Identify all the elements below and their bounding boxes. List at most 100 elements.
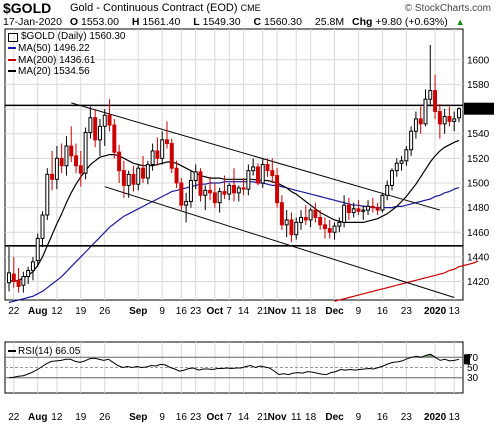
candle-body: [193, 171, 198, 182]
rsi-legend: RSI(14) 66.05: [8, 346, 80, 357]
rsi-x-tick-label: 21: [257, 412, 269, 423]
rsi-x-tick-label: 19: [75, 412, 87, 423]
candle-body: [318, 216, 323, 226]
candle-body: [351, 208, 356, 214]
price-y-tick-label: 1460: [467, 228, 490, 239]
candle-body: [346, 204, 351, 214]
rsi-x-tick-label: Sep: [129, 412, 147, 423]
high-value: 1561.40: [142, 16, 181, 28]
candle-body: [40, 214, 45, 239]
close-label: C: [253, 16, 262, 28]
exchange-name: CME: [240, 3, 261, 13]
candle-body: [389, 170, 394, 186]
candle-body: [437, 111, 442, 125]
rsi-x-tick-label: 7: [226, 412, 232, 423]
candle-body: [447, 115, 452, 122]
candle-body: [313, 209, 318, 218]
price-x-tick-label: 14: [238, 306, 250, 317]
candle-body: [141, 167, 146, 179]
candle-body: [184, 200, 189, 206]
site-credit: © StockCharts.com: [404, 3, 491, 14]
candle-body: [399, 160, 404, 164]
legend-ma20-text: MA(20) 1534.56: [18, 66, 90, 77]
price-x-tick-label: 16: [176, 306, 188, 317]
legend-ma200: MA(200) 1436.61: [8, 55, 95, 66]
chg-label: Chg: [352, 16, 373, 28]
price-x-tick-label: 7: [226, 306, 232, 317]
price-x-tick-label: Sep: [129, 306, 147, 317]
candle-body: [241, 187, 246, 190]
candle-body: [457, 108, 461, 119]
candle-body: [299, 216, 304, 223]
candle-body: [174, 167, 179, 184]
candle-body: [164, 139, 169, 145]
candle-body: [327, 228, 332, 233]
rsi-x-tick-label: Nov: [268, 412, 287, 423]
rsi-x-tick-label: 23: [401, 412, 413, 423]
open-value: 1553.00: [80, 16, 119, 28]
high-label: H: [131, 16, 140, 28]
candle-body: [169, 143, 174, 169]
rsi-x-tick-label: 9: [356, 412, 362, 423]
candle-body: [11, 273, 16, 283]
rsi-x-tick-label: 18: [305, 412, 317, 423]
volume-value: 25.8M: [314, 16, 345, 28]
candle-body: [428, 90, 433, 100]
price-y-tick-label: 1580: [467, 80, 490, 91]
candle-body: [332, 225, 337, 233]
candle-body: [246, 170, 251, 190]
legend-ma50-text: MA(50) 1496.22: [18, 43, 90, 54]
price-x-tick-label: 12: [51, 306, 63, 317]
candle-body: [59, 157, 64, 167]
price-x-tick-label: 11: [291, 306, 302, 317]
candle-body: [88, 117, 93, 133]
candle-body: [251, 166, 256, 172]
candle-body: [322, 224, 327, 230]
price-x-tick-label: 26: [99, 306, 111, 317]
candle-body: [102, 114, 107, 127]
candle-body: [217, 191, 222, 204]
rsi-x-tick-label: Dec: [325, 412, 344, 423]
price-x-tick-label: 9: [356, 306, 362, 317]
price-x-tick-label: 19: [75, 306, 87, 317]
price-x-tick-label: Dec: [325, 306, 344, 317]
candle-body: [385, 184, 390, 196]
legend-ma200-text: MA(200) 1436.61: [18, 55, 96, 66]
candle-body: [83, 131, 88, 174]
candle-body: [375, 207, 380, 211]
candle-body: [69, 145, 74, 157]
rsi-x-tick-label: 9: [159, 412, 165, 423]
rsi-x-tick-label: 12: [51, 412, 63, 423]
candle-body: [356, 208, 361, 212]
rsi-x-tick-label: 16: [377, 412, 389, 423]
date-value: 17-Jan-2020: [3, 16, 62, 28]
candle-body: [370, 205, 375, 209]
rsi-x-tick-label: Aug: [28, 412, 47, 423]
candle-body: [303, 216, 308, 221]
price-y-tick-label: 1500: [467, 178, 490, 189]
open-label: O: [69, 16, 79, 28]
candle-body: [160, 139, 165, 159]
candle-body: [308, 209, 313, 221]
price-y-tick-label: 1480: [467, 203, 490, 214]
candle-body: [232, 184, 236, 194]
rsi-y-tick-label: 50: [467, 363, 479, 374]
chart-symbol: $GOLD: [3, 0, 52, 16]
candle-body: [35, 237, 40, 262]
candle-body: [97, 125, 102, 141]
candle-body: [21, 276, 26, 286]
price-x-tick-label: 13: [449, 306, 461, 317]
candle-body: [361, 209, 366, 212]
candle-body: [294, 221, 299, 236]
rsi-x-tick-label: 16: [176, 412, 188, 423]
candle-body: [107, 114, 112, 126]
ma20-swatch-icon: [8, 70, 16, 73]
candle-body: [270, 170, 275, 177]
low-label: L: [193, 16, 200, 28]
candle-body: [117, 151, 122, 172]
chg-value: +9.80 (+0.63%): [375, 16, 448, 28]
price-y-tick-label: 1440: [467, 252, 490, 263]
candle-body: [131, 173, 136, 185]
